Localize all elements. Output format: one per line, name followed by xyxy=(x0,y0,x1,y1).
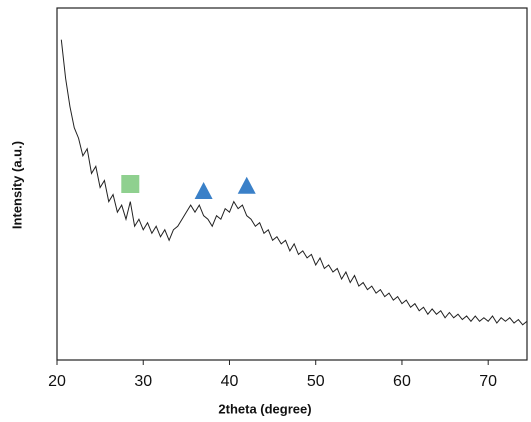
x-tick-label: 50 xyxy=(307,373,325,390)
xrd-line xyxy=(60,39,528,326)
phase-marker xyxy=(121,175,140,193)
x-tick-label: 70 xyxy=(479,373,497,390)
x-tick-label: 40 xyxy=(221,373,239,390)
x-tick-label: 60 xyxy=(393,373,411,390)
x-tick-label: 30 xyxy=(134,373,152,390)
y-axis-title: Intensity (a.u.) xyxy=(9,141,24,229)
x-tick-label: 20 xyxy=(48,373,66,390)
phase-marker xyxy=(194,182,213,200)
x-axis-title: 2theta (degree) xyxy=(218,401,311,416)
phase-marker xyxy=(237,176,256,194)
plot-frame xyxy=(56,7,528,361)
